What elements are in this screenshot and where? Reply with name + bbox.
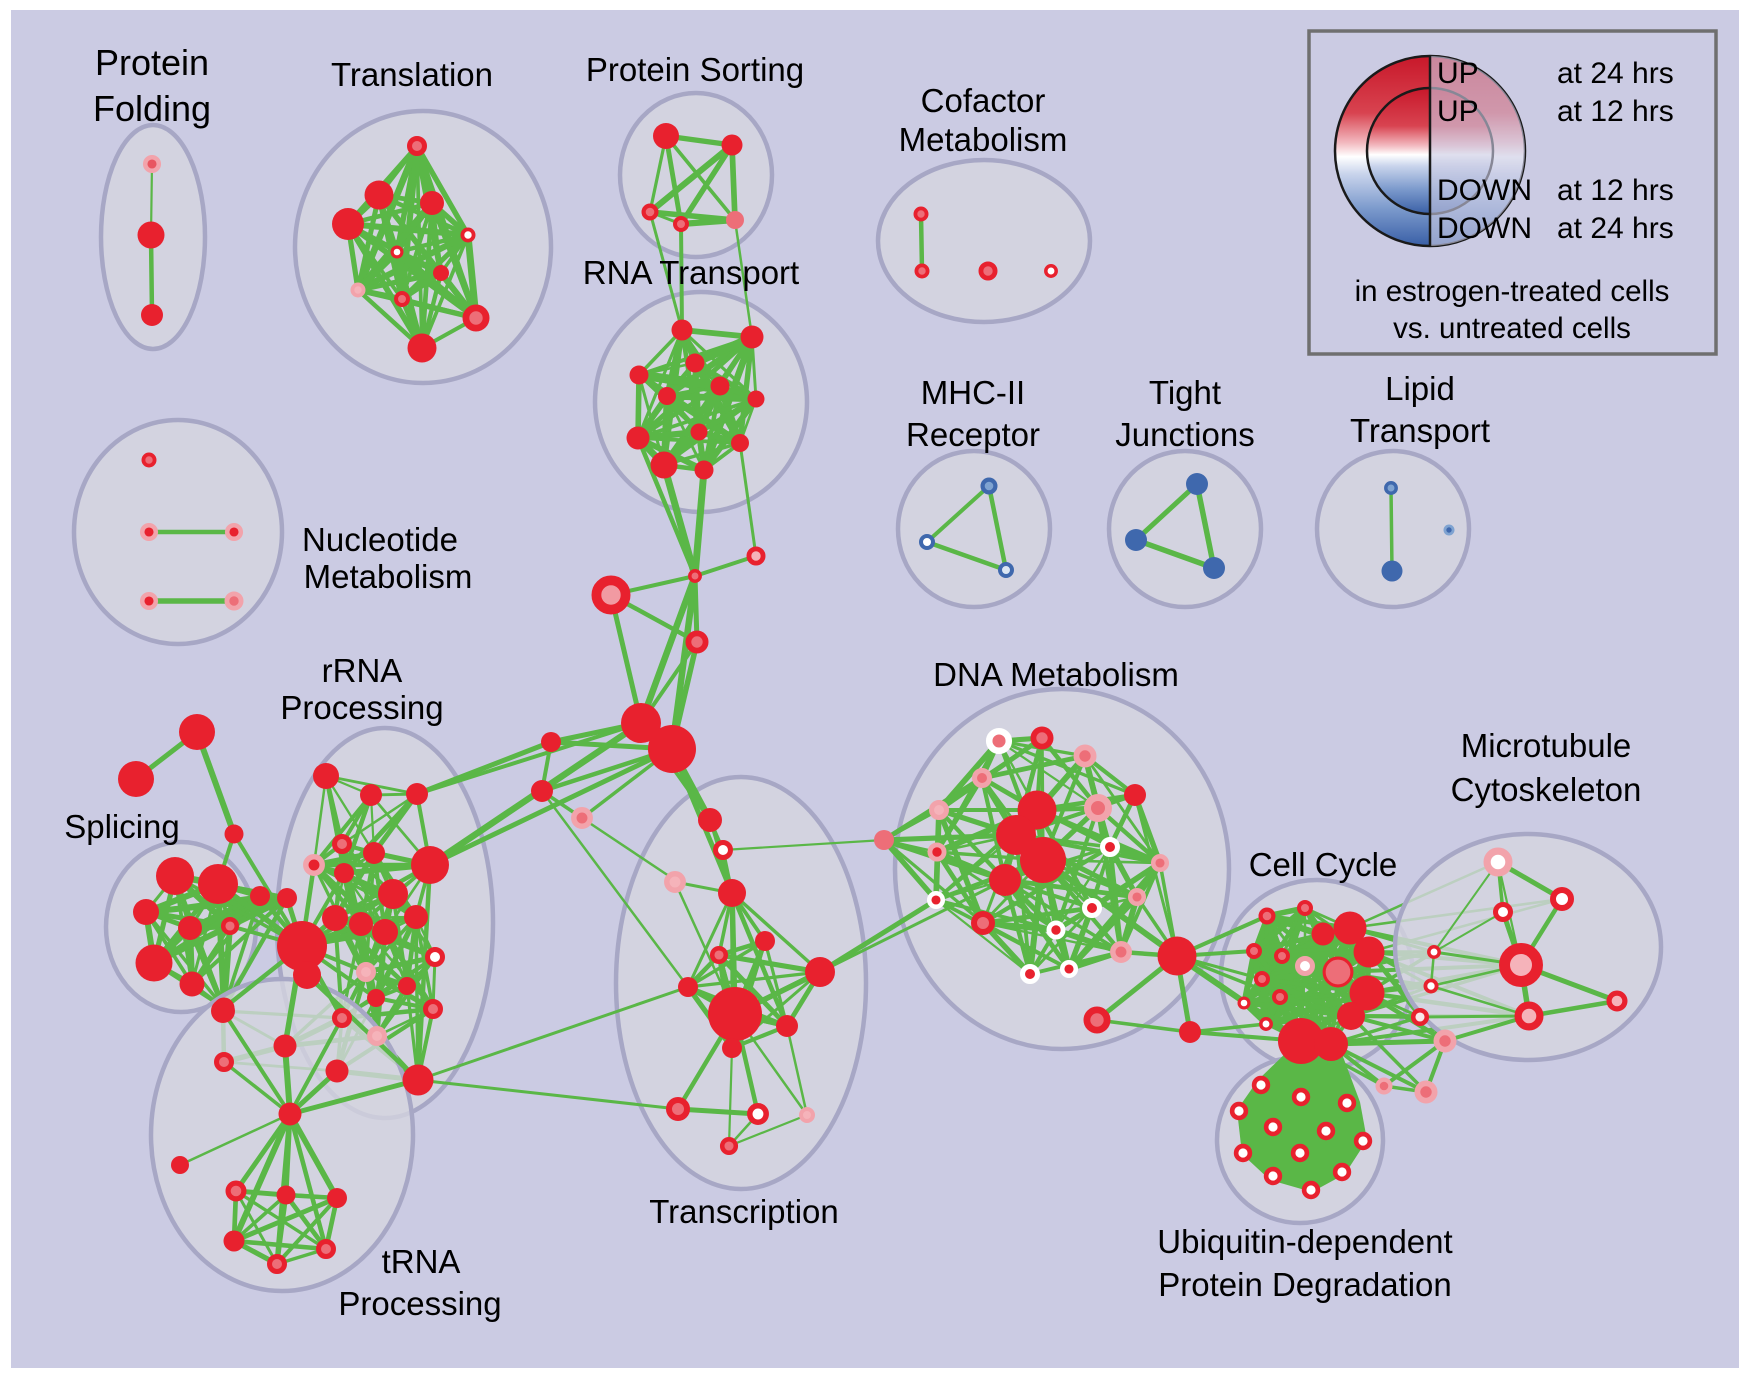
svg-text:Transport: Transport	[1350, 412, 1490, 449]
svg-text:at 12 hrs: at 12 hrs	[1557, 174, 1674, 207]
svg-text:Junctions: Junctions	[1115, 416, 1254, 453]
svg-text:vs. untreated cells: vs. untreated cells	[1393, 312, 1631, 345]
svg-text:Translation: Translation	[331, 56, 493, 93]
svg-text:tRNA: tRNA	[382, 1243, 461, 1280]
svg-text:rRNA: rRNA	[322, 652, 403, 689]
svg-text:Metabolism: Metabolism	[304, 558, 473, 595]
svg-text:Processing: Processing	[280, 689, 443, 726]
svg-text:Cofactor: Cofactor	[921, 82, 1046, 119]
svg-text:Microtubule: Microtubule	[1461, 727, 1632, 764]
svg-text:RNA Transport: RNA Transport	[583, 254, 799, 291]
svg-text:Nucleotide: Nucleotide	[302, 521, 458, 558]
svg-text:Metabolism: Metabolism	[899, 121, 1068, 158]
svg-text:DOWN: DOWN	[1437, 174, 1532, 207]
svg-text:Cell Cycle: Cell Cycle	[1249, 846, 1398, 883]
svg-text:Protein Sorting: Protein Sorting	[586, 51, 804, 88]
svg-text:at 24 hrs: at 24 hrs	[1557, 57, 1674, 90]
svg-text:Protein Degradation: Protein Degradation	[1158, 1266, 1452, 1303]
svg-text:Transcription: Transcription	[649, 1193, 839, 1230]
svg-text:Folding: Folding	[93, 88, 211, 129]
svg-text:Ubiquitin-dependent: Ubiquitin-dependent	[1157, 1223, 1452, 1260]
svg-text:Cytoskeleton: Cytoskeleton	[1451, 771, 1642, 808]
svg-text:DOWN: DOWN	[1437, 212, 1532, 245]
svg-text:Processing: Processing	[338, 1285, 501, 1322]
svg-text:UP: UP	[1437, 57, 1479, 90]
svg-text:Splicing: Splicing	[64, 808, 180, 845]
svg-text:Protein: Protein	[95, 42, 209, 83]
svg-text:at 24 hrs: at 24 hrs	[1557, 212, 1674, 245]
svg-text:Tight: Tight	[1149, 374, 1221, 411]
svg-text:UP: UP	[1437, 95, 1479, 128]
svg-text:in estrogen-treated cells: in estrogen-treated cells	[1355, 275, 1670, 308]
svg-text:Receptor: Receptor	[906, 416, 1040, 453]
svg-text:at 12 hrs: at 12 hrs	[1557, 95, 1674, 128]
svg-text:DNA Metabolism: DNA Metabolism	[933, 656, 1179, 693]
svg-text:MHC-II: MHC-II	[921, 374, 1025, 411]
svg-text:Lipid: Lipid	[1385, 370, 1455, 407]
